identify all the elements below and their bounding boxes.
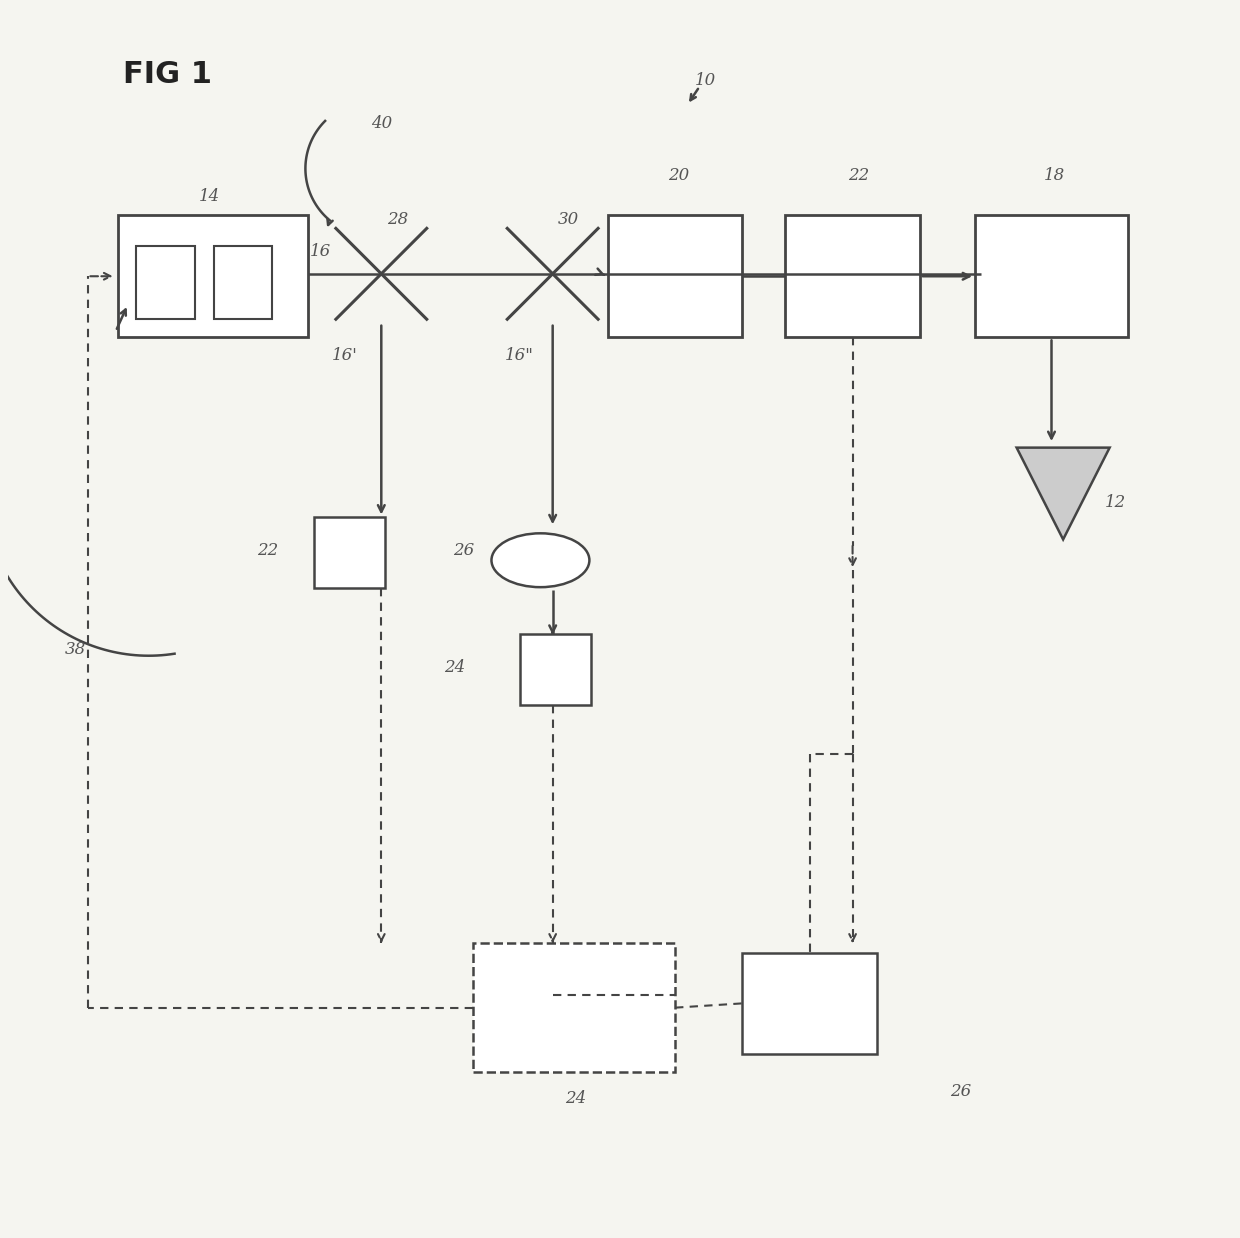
Bar	[314, 517, 384, 588]
Text: 22: 22	[257, 542, 278, 558]
Bar	[608, 215, 743, 338]
Bar	[743, 953, 877, 1054]
Text: 24: 24	[565, 1091, 587, 1107]
Text: FIG 1: FIG 1	[123, 59, 212, 89]
Bar	[474, 943, 675, 1072]
Bar	[136, 245, 195, 319]
Text: 16: 16	[310, 243, 331, 260]
Text: 10: 10	[696, 72, 717, 89]
Ellipse shape	[491, 534, 589, 587]
Text: 28: 28	[387, 212, 408, 229]
Bar	[520, 634, 590, 704]
Text: 30: 30	[558, 212, 579, 229]
Text: 16': 16'	[331, 348, 357, 364]
Text: 22: 22	[848, 167, 869, 184]
Bar	[118, 215, 308, 338]
Text: 24: 24	[444, 660, 465, 676]
Text: 16": 16"	[505, 348, 534, 364]
Bar	[975, 215, 1128, 338]
Text: 38: 38	[64, 641, 86, 659]
Bar	[213, 245, 273, 319]
Text: 20: 20	[668, 167, 689, 184]
Text: 26: 26	[950, 1083, 971, 1101]
Text: 18: 18	[1044, 167, 1065, 184]
Text: 40: 40	[371, 115, 392, 131]
Text: 12: 12	[1105, 494, 1126, 511]
Polygon shape	[1017, 448, 1110, 540]
Text: 26: 26	[453, 542, 474, 558]
Text: 14: 14	[200, 188, 221, 206]
Bar	[785, 215, 920, 338]
